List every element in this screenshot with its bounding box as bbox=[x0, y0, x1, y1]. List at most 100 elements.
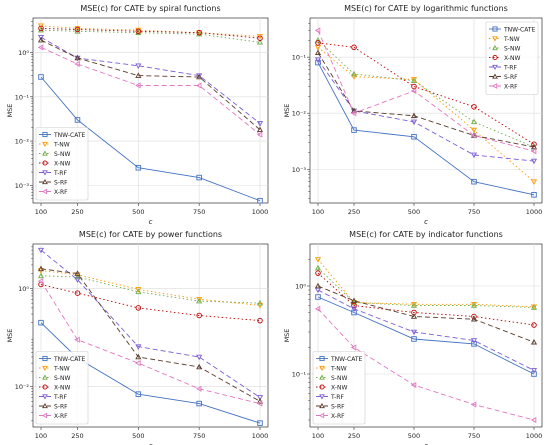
legend-label: S-NW bbox=[54, 151, 70, 158]
x-tick-label: 500 bbox=[408, 208, 420, 216]
data-point bbox=[196, 73, 203, 80]
legend-marker bbox=[319, 402, 325, 409]
x-tick-label: 100 bbox=[312, 432, 324, 440]
data-point bbox=[135, 344, 142, 350]
series-s-nw bbox=[37, 26, 264, 45]
legend-label: X-NW bbox=[331, 384, 347, 391]
data-point bbox=[135, 72, 142, 78]
data-point bbox=[315, 270, 321, 276]
y-axis-label: MSE bbox=[6, 104, 14, 118]
legend-marker bbox=[42, 355, 48, 362]
y-axis-label: MSE bbox=[283, 104, 291, 118]
data-point bbox=[314, 57, 322, 63]
legend-label: S-NW bbox=[504, 45, 520, 52]
data-point bbox=[470, 302, 478, 308]
data-point bbox=[196, 296, 203, 303]
data-point bbox=[37, 272, 45, 279]
data-point bbox=[314, 49, 322, 56]
data-point bbox=[410, 381, 417, 389]
data-point bbox=[470, 127, 478, 134]
legend-marker bbox=[492, 73, 498, 79]
series-line bbox=[40, 249, 261, 398]
data-point bbox=[37, 35, 45, 41]
x-axis-label: c bbox=[424, 218, 428, 226]
data-point bbox=[74, 277, 81, 283]
data-point bbox=[256, 126, 264, 133]
chart-title: MSE(c) for CATE by power functions bbox=[79, 230, 222, 239]
x-tick-label: 500 bbox=[132, 208, 144, 216]
x-tick-label: 250 bbox=[348, 432, 360, 440]
data-point bbox=[351, 302, 357, 309]
series-line bbox=[317, 267, 535, 308]
series-x-nw bbox=[38, 25, 263, 41]
data-point bbox=[350, 297, 358, 304]
x-tick-label: 750 bbox=[193, 208, 205, 216]
series-line bbox=[317, 259, 535, 308]
legend-label: S-RF bbox=[331, 403, 345, 410]
data-point bbox=[471, 104, 477, 110]
data-point bbox=[314, 37, 322, 43]
data-point bbox=[350, 306, 358, 313]
x-tick-label: 250 bbox=[71, 208, 83, 216]
data-point bbox=[74, 272, 81, 278]
series-line bbox=[317, 289, 535, 371]
legend-marker bbox=[492, 44, 498, 51]
data-point bbox=[256, 400, 263, 407]
series-x-nw bbox=[315, 40, 537, 147]
series-t-rf bbox=[37, 247, 264, 401]
data-point bbox=[314, 305, 321, 312]
legend-label: T-RF bbox=[330, 394, 344, 401]
data-point bbox=[351, 127, 357, 133]
series-line bbox=[40, 76, 261, 202]
data-point bbox=[37, 36, 45, 43]
x-tick-label: 100 bbox=[312, 208, 324, 216]
data-point bbox=[37, 44, 44, 51]
data-point bbox=[196, 29, 202, 36]
data-point bbox=[74, 54, 81, 61]
data-point bbox=[135, 164, 142, 171]
x-tick-label: 250 bbox=[348, 208, 360, 216]
data-point bbox=[314, 257, 322, 263]
x-tick-label: 1000 bbox=[252, 432, 269, 440]
series-t-nw bbox=[314, 257, 538, 311]
series-t-rf bbox=[37, 35, 264, 127]
y-axis-label: MSE bbox=[6, 329, 14, 343]
y-tick-label: 10⁰ bbox=[18, 49, 29, 57]
data-point bbox=[257, 35, 263, 41]
data-point bbox=[135, 63, 142, 70]
data-point bbox=[530, 143, 538, 150]
chart-title: MSE(c) for CATE by spiral functions bbox=[80, 4, 220, 13]
y-tick-label: 10⁻² bbox=[292, 110, 307, 118]
data-point bbox=[135, 360, 141, 367]
data-point bbox=[531, 371, 537, 377]
legend-label: TNW-CATE bbox=[503, 26, 536, 33]
legend-marker bbox=[42, 131, 48, 138]
legend-label: X-NW bbox=[504, 55, 520, 62]
y-tick-label: 10⁻¹ bbox=[15, 93, 30, 101]
legend-marker bbox=[492, 26, 498, 32]
data-point bbox=[530, 304, 538, 310]
series-tnw-cate bbox=[38, 74, 263, 204]
data-point bbox=[38, 319, 44, 326]
data-point bbox=[531, 141, 537, 147]
legend-marker bbox=[492, 64, 498, 71]
data-point bbox=[37, 247, 45, 254]
legend-label: TNW-CATE bbox=[330, 356, 363, 363]
data-point bbox=[135, 353, 142, 360]
legend: TNW-CATE T-NW S-NW X-NW T-RF S-RF X-RF bbox=[35, 351, 89, 425]
y-tick-label: 10⁻¹ bbox=[292, 371, 307, 379]
data-point bbox=[74, 336, 80, 343]
legend-label: S-RF bbox=[54, 403, 68, 410]
chart-title: MSE(c) for CATE by logarithmic functions bbox=[344, 4, 508, 13]
series-line bbox=[40, 46, 261, 135]
data-point bbox=[350, 74, 358, 80]
x-axis-label: c bbox=[149, 442, 153, 445]
data-point bbox=[314, 264, 322, 271]
legend-marker bbox=[42, 402, 48, 409]
series-x-rf bbox=[37, 278, 263, 407]
data-point bbox=[530, 158, 538, 165]
data-point bbox=[74, 273, 81, 280]
legend-marker bbox=[319, 355, 325, 362]
data-point bbox=[470, 315, 478, 322]
